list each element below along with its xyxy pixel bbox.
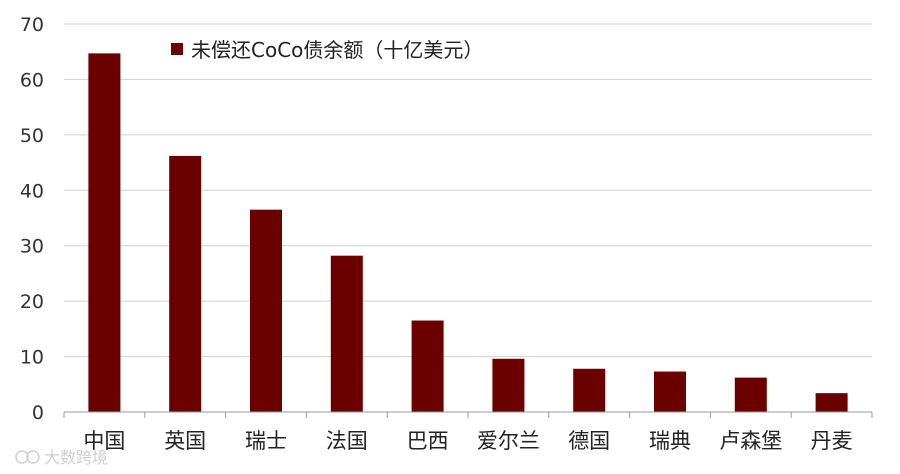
y-tick-label: 40 <box>20 180 44 202</box>
bar <box>250 209 282 412</box>
bar <box>492 358 525 412</box>
x-tick-label: 爱尔兰 <box>477 429 540 453</box>
logo-icon <box>15 450 40 464</box>
bars <box>88 53 848 413</box>
x-tick-label: 瑞士 <box>245 429 287 453</box>
bar <box>330 255 363 412</box>
x-axis-labels: 中国 英国 瑞士 法国 巴西 爱尔兰 德国 瑞典 卢森堡 丹麦 <box>83 429 852 453</box>
bar <box>411 320 444 412</box>
bar <box>734 377 767 412</box>
x-tick-label: 瑞典 <box>649 429 691 453</box>
y-tick-label: 10 <box>20 347 44 369</box>
y-tick-label: 20 <box>20 291 44 313</box>
bar <box>573 368 606 412</box>
y-tick-label: 30 <box>20 236 44 258</box>
legend-label: 未偿还CoCo债余额（十亿美元） <box>191 38 483 62</box>
x-tick-label: 巴西 <box>407 429 449 453</box>
legend: 未偿还CoCo债余额（十亿美元） <box>171 38 483 62</box>
watermark-text: 大数跨境 <box>44 448 108 467</box>
x-tick-label: 德国 <box>568 429 610 453</box>
bar <box>654 371 686 412</box>
bar <box>88 53 121 413</box>
x-tick-label: 丹麦 <box>811 429 853 453</box>
bar <box>169 155 202 413</box>
y-tick-label: 60 <box>20 69 44 91</box>
x-tick-label: 中国 <box>83 429 125 453</box>
y-axis-ticks: 0 10 20 30 40 50 60 70 <box>20 14 44 424</box>
watermark: 大数跨境 <box>15 448 108 467</box>
y-tick-label: 50 <box>20 125 44 147</box>
x-tick-label: 法国 <box>326 429 368 453</box>
x-axis-ticks <box>63 412 873 418</box>
legend-swatch <box>171 43 183 55</box>
y-tick-label: 0 <box>32 402 44 424</box>
y-tick-label: 70 <box>20 14 44 36</box>
x-tick-label: 卢森堡 <box>719 429 782 453</box>
bar <box>815 393 848 412</box>
x-tick-label: 英国 <box>164 429 206 453</box>
